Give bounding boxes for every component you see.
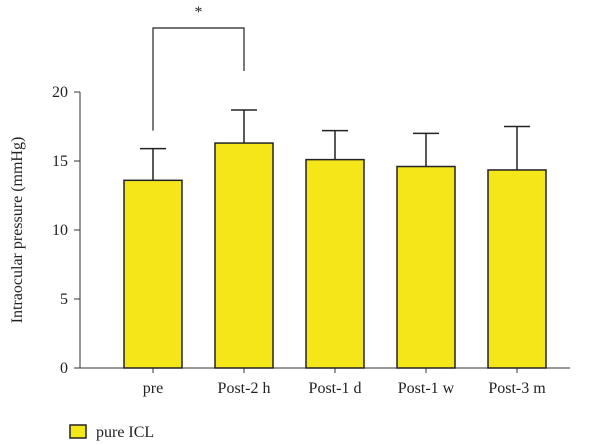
bars — [123, 142, 547, 369]
y-ticks: 0 5 10 15 20 — [52, 84, 80, 377]
significance-bracket: * — [152, 4, 245, 131]
x-tick-label: Post-1 d — [309, 380, 362, 397]
y-tick-label: 20 — [52, 84, 68, 101]
y-tick-label: 10 — [52, 222, 68, 239]
x-ticks: pre Post-2 h Post-1 d Post-1 w Post-3 m — [143, 368, 546, 397]
error-bars — [140, 109, 530, 181]
significance-bracket-line — [152, 27, 245, 131]
y-tick-label: 5 — [60, 291, 68, 308]
legend-swatch — [69, 424, 87, 439]
bar — [487, 169, 547, 369]
legend: pure ICL — [69, 424, 154, 441]
x-tick-label: pre — [143, 380, 163, 397]
bar — [214, 142, 274, 369]
x-axis: pre Post-2 h Post-1 d Post-1 w Post-3 m — [80, 367, 570, 397]
y-tick-label: 0 — [60, 360, 68, 377]
x-tick-label: Post-1 w — [398, 380, 455, 397]
significance-label: * — [195, 4, 203, 21]
legend-label: pure ICL — [96, 424, 154, 441]
x-tick-label: Post-2 h — [218, 380, 271, 397]
bar — [396, 165, 456, 369]
bar — [305, 158, 365, 369]
y-tick-label: 15 — [52, 153, 68, 170]
y-axis-title: Intraocular pressure (mmHg) — [9, 137, 26, 324]
y-axis: 0 5 10 15 20 Intraocular pressure (mmHg) — [9, 84, 81, 377]
x-tick-label: Post-3 m — [488, 380, 546, 397]
bar — [123, 179, 183, 369]
